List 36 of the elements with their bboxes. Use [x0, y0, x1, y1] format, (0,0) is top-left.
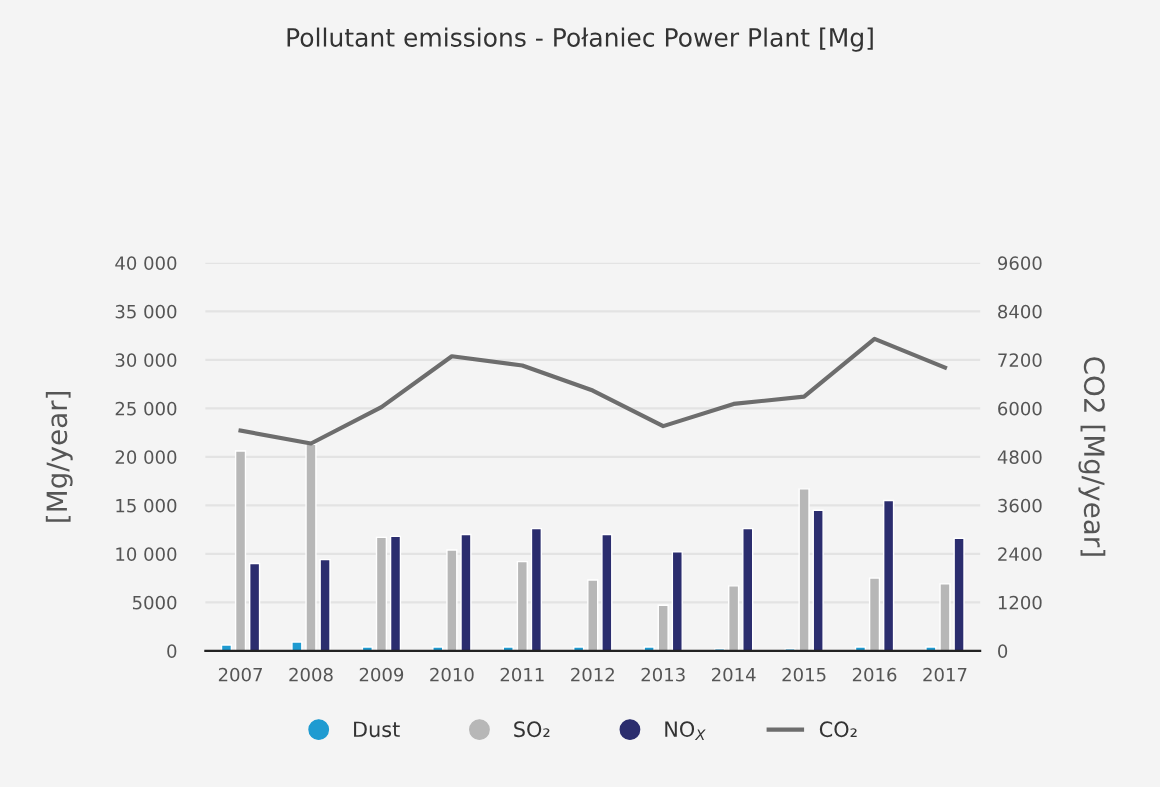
- y2-tick-label: 2400: [998, 547, 1042, 561]
- y2-tick-label: 8400: [998, 304, 1042, 319]
- x-tick-label: 2009: [359, 667, 404, 682]
- x-tick-label: 2017: [923, 667, 967, 682]
- x-tick-label: 2012: [571, 667, 614, 682]
- y2-tick-label: 4800: [997, 450, 1042, 464]
- y2-tick-label: 1200: [998, 595, 1042, 610]
- y-tick-label: 20 000: [115, 450, 177, 464]
- legend-label: SO₂: [514, 721, 550, 738]
- y2-tick-label: 6000: [998, 401, 1042, 416]
- y-tick-label: 25 000: [115, 401, 177, 416]
- y-tick-label: 30 000: [115, 353, 177, 367]
- y-tick-label: 35 000: [115, 304, 177, 319]
- x-tick-label: 2011: [500, 667, 544, 682]
- y-tick-label: 40 000: [115, 256, 177, 270]
- x-tick-label: 2010: [430, 667, 474, 682]
- legend-label: Dust: [354, 721, 400, 738]
- x-tick-label: 2008: [289, 667, 333, 682]
- x-tick-label: 2016: [852, 667, 897, 682]
- y-tick-label: 5000: [132, 595, 177, 610]
- y2-tick-label: 3600: [998, 498, 1042, 513]
- y2-tick-label: 0: [998, 644, 1008, 658]
- y-tick-label: 10 000: [116, 547, 177, 561]
- legend-label: CO₂: [819, 721, 857, 738]
- y2-tick-label: 9600: [998, 256, 1042, 270]
- y2-tick-label: 7200: [998, 353, 1042, 367]
- x-tick-label: 2013: [641, 667, 685, 682]
- legend-label: NO$_{X}$: [665, 721, 706, 741]
- y-tick-label: 0: [167, 644, 177, 658]
- x-tick-label: 2014: [711, 667, 756, 682]
- y-tick-label: 15 000: [116, 498, 177, 513]
- x-tick-label: 2007: [218, 667, 262, 682]
- y2-axis-title: CO2 [Mg/year]: [1078, 357, 1106, 556]
- chart-title: Pollutant emissions - Połaniec Power Plant [Mg]: [287, 27, 873, 52]
- y-axis-title: [Mg/year]: [45, 391, 73, 522]
- x-tick-label: 2015: [782, 667, 826, 682]
